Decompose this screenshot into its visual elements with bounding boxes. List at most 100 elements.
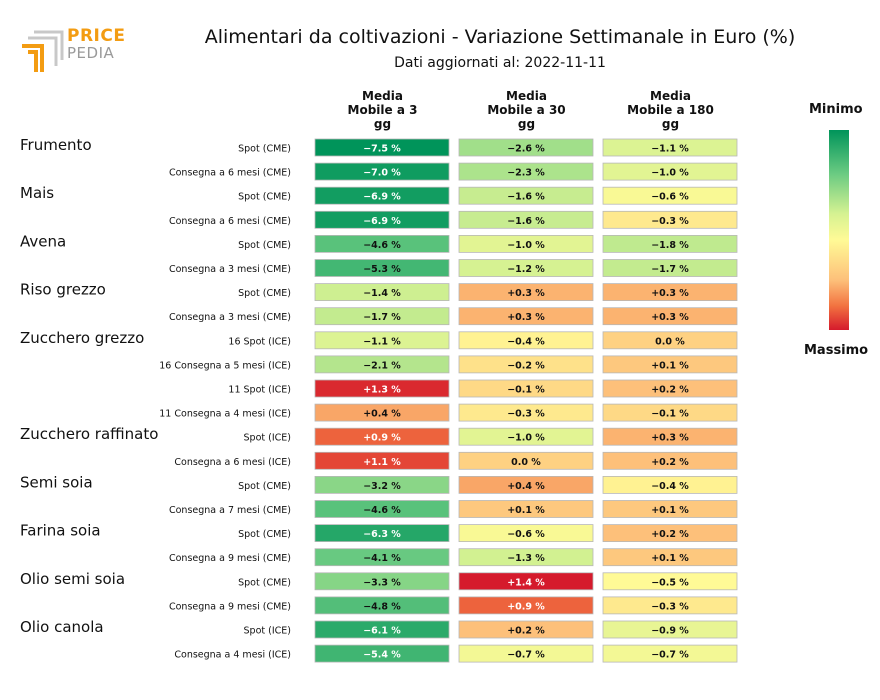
- heatmap-cell: [314, 524, 450, 542]
- heatmap-cell: [314, 355, 450, 374]
- heatmap-cell: [314, 644, 450, 663]
- cell-value-label: −0.4 %: [651, 481, 689, 492]
- cell-value-label: −4.6 %: [363, 240, 401, 251]
- group-label: Frumento: [20, 136, 92, 154]
- heatmap-cell: [458, 475, 594, 494]
- heatmap-cell: [314, 548, 450, 567]
- heatmap-cell: [458, 259, 594, 277]
- heatmap-cell: [602, 355, 738, 374]
- heatmap-cell: [314, 500, 450, 518]
- cell-value-label: −2.1 %: [363, 360, 401, 371]
- cell-value-label: +0.3 %: [507, 312, 545, 323]
- heatmap-cell: [602, 283, 738, 302]
- cell-value-label: −6.9 %: [363, 216, 401, 227]
- heatmap-cell: [458, 186, 594, 205]
- row-label: Consegna a 7 mesi (CME): [169, 505, 291, 516]
- cell-value-label: +0.2 %: [507, 626, 545, 637]
- group-label: Olio canola: [20, 618, 104, 636]
- row-label: Consegna a 6 mesi (CME): [169, 216, 291, 227]
- heatmap-cell: [602, 259, 738, 277]
- cell-value-label: −0.6 %: [507, 529, 545, 540]
- heatmap-cell: [458, 355, 594, 374]
- cell-value-label: +0.1 %: [651, 360, 689, 371]
- heatmap-cell: [458, 596, 594, 615]
- cell-value-label: +0.3 %: [651, 288, 689, 299]
- heatmap-cell: [458, 572, 594, 591]
- logo-text-pedia: PEDIA: [67, 44, 115, 62]
- heatmap-cell: [314, 186, 450, 205]
- cell-value-label: +0.9 %: [363, 433, 401, 444]
- cell-value-label: −1.8 %: [651, 240, 689, 251]
- heatmap-cell: [458, 451, 594, 470]
- logo-text-price: PRICE: [67, 26, 126, 46]
- cell-value-label: −7.0 %: [363, 168, 401, 179]
- cell-value-label: +0.4 %: [507, 481, 545, 492]
- cell-value-label: −0.3 %: [651, 601, 689, 612]
- cell-value-label: −4.6 %: [363, 505, 401, 516]
- cell-value-label: −5.3 %: [363, 264, 401, 275]
- heatmap-cell: [602, 162, 738, 181]
- cell-value-label: −1.6 %: [507, 192, 545, 203]
- heatmap-cell: [458, 644, 594, 663]
- heatmap-cell: [314, 572, 450, 591]
- cell-value-label: +0.2 %: [651, 385, 689, 396]
- row-label: 16 Consegna a 5 mesi (ICE): [159, 360, 291, 371]
- column-header-3gg: Media Mobile a 3 gg: [347, 89, 418, 131]
- chart-title: Alimentari da coltivazioni - Variazione …: [204, 26, 796, 48]
- heatmap-cell: [602, 234, 738, 253]
- cell-value-label: −0.6 %: [651, 192, 689, 203]
- group-label: Zucchero grezzo: [20, 329, 144, 347]
- group-label: Riso grezzo: [20, 281, 106, 299]
- legend-max-label: Massimo: [804, 343, 869, 358]
- cell-value-label: −0.4 %: [507, 336, 545, 347]
- cell-value-label: −6.1 %: [363, 626, 401, 637]
- cell-value-label: −1.0 %: [651, 168, 689, 179]
- heatmap-cell: [314, 259, 450, 277]
- cell-value-label: −1.3 %: [507, 553, 545, 564]
- cell-value-label: −0.7 %: [507, 650, 545, 661]
- heatmap-cell: [602, 331, 738, 350]
- heatmap-cell: [458, 162, 594, 181]
- heatmap-cell: [458, 524, 594, 542]
- cell-value-label: −0.1 %: [651, 409, 689, 420]
- heatmap-cell: [602, 379, 738, 398]
- heatmap-cell: [602, 210, 738, 229]
- heatmap-cell: [458, 234, 594, 253]
- cell-value-label: −6.9 %: [363, 192, 401, 203]
- cell-value-label: −2.6 %: [507, 144, 545, 155]
- cell-value-label: +0.2 %: [651, 457, 689, 468]
- row-label: 11 Spot (ICE): [228, 385, 291, 396]
- cell-value-label: −1.0 %: [507, 240, 545, 251]
- group-label: Avena: [20, 232, 66, 250]
- heatmap-cell: [458, 403, 594, 422]
- row-label: Spot (CME): [238, 529, 291, 540]
- cell-value-label: −3.3 %: [363, 577, 401, 588]
- cell-value-label: 0.0 %: [655, 336, 685, 347]
- legend-min-label: Minimo: [809, 102, 863, 117]
- heatmap-cell: [602, 500, 738, 518]
- group-label: Mais: [20, 184, 54, 202]
- cell-value-label: −4.8 %: [363, 601, 401, 612]
- heatmap-cell: [314, 379, 450, 398]
- heatmap-cell: [314, 451, 450, 470]
- heatmap-cell: [314, 307, 450, 326]
- row-label: Consegna a 9 mesi (CME): [169, 601, 291, 612]
- row-label: Consegna a 9 mesi (CME): [169, 553, 291, 564]
- cell-value-label: −1.7 %: [651, 264, 689, 275]
- cell-value-label: +0.9 %: [507, 601, 545, 612]
- cell-value-label: −0.1 %: [507, 385, 545, 396]
- chart-subtitle: Dati aggiornati al: 2022-11-11: [394, 55, 606, 71]
- heatmap-cell: [602, 403, 738, 422]
- heatmap-cell: [602, 596, 738, 615]
- heatmap-cell: [314, 403, 450, 422]
- heatmap-cell: [602, 307, 738, 326]
- heatmap-cell: [314, 234, 450, 253]
- cell-value-label: −0.3 %: [651, 216, 689, 227]
- cell-value-label: −7.5 %: [363, 144, 401, 155]
- cell-value-label: −5.4 %: [363, 650, 401, 661]
- heatmap-cell: [458, 210, 594, 229]
- heatmap-cell: [602, 644, 738, 663]
- row-label: Spot (CME): [238, 481, 291, 492]
- row-label: Spot (ICE): [244, 626, 291, 637]
